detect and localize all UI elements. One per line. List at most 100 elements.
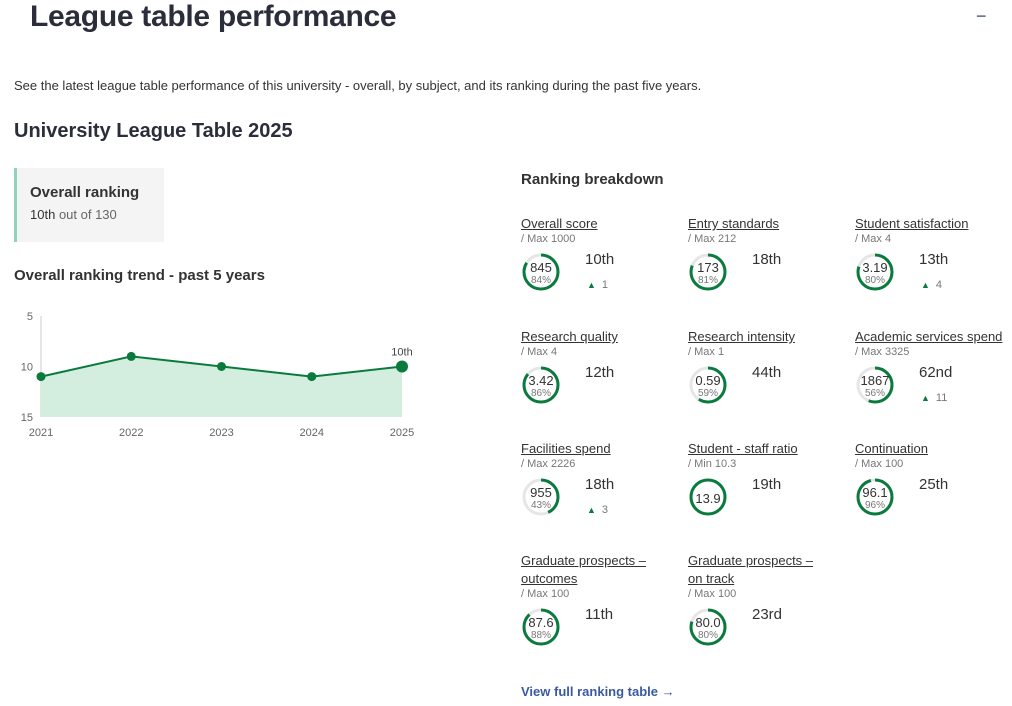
metric-name[interactable]: Facilities spend bbox=[521, 441, 611, 456]
metric-card: Student satisfaction / Max 4 3.19 80% 13… bbox=[855, 215, 1012, 291]
gauge-ring bbox=[856, 366, 894, 404]
overall-rank: 10th bbox=[30, 207, 56, 222]
data-point bbox=[396, 360, 408, 373]
metric-card: Facilities spend / Max 2226 955 43% 18th… bbox=[521, 440, 681, 516]
gauge-ring bbox=[689, 608, 727, 646]
metric-card: Overall score / Max 1000 845 84% 10th ▲ 1 bbox=[521, 215, 681, 291]
ranking-trend-chart: 5 10 15 2021 2022 2023 2024 2025 10th bbox=[21, 311, 414, 439]
metric-percent: 43% bbox=[530, 500, 551, 511]
metric-percent: 81% bbox=[697, 275, 718, 286]
metric-value: 0.59 bbox=[695, 373, 721, 388]
gauge-ring bbox=[522, 366, 560, 404]
data-point bbox=[36, 372, 46, 382]
score-gauge: 173 81% bbox=[688, 252, 728, 292]
gauge-ring bbox=[522, 253, 560, 291]
metric-name[interactable]: Student - staff ratio bbox=[688, 441, 798, 456]
metric-max: / Max 100 bbox=[521, 588, 570, 600]
metric-value: 955 bbox=[530, 485, 552, 500]
metric-name[interactable]: Research quality bbox=[521, 329, 618, 344]
score-gauge: 87.6 88% bbox=[521, 607, 561, 647]
rank-change-value: 1 bbox=[601, 279, 609, 291]
metric-rank: 19th bbox=[752, 476, 782, 493]
metric-percent: 56% bbox=[864, 388, 885, 399]
rank-change: ▲ 11 bbox=[921, 392, 947, 404]
metric-name[interactable]: Entry standards bbox=[688, 216, 780, 231]
metric-value: 845 bbox=[530, 260, 552, 275]
rank-change-value: 4 bbox=[935, 279, 943, 291]
metric-value: 3.19 bbox=[862, 260, 888, 275]
metric-value: 96.1 bbox=[862, 485, 888, 500]
metric-name[interactable]: Student satisfaction bbox=[855, 216, 969, 231]
rank-change-value: 11 bbox=[935, 392, 948, 404]
metric-value: 13.9 bbox=[695, 491, 721, 506]
metric-value: 1867 bbox=[860, 373, 890, 388]
gauge-ring bbox=[522, 478, 560, 516]
metric-card: Academic services spend / Max 3325 1867 … bbox=[855, 328, 1012, 404]
page-title: League table performance bbox=[30, 0, 397, 33]
intro-text: See the latest league table performance … bbox=[14, 78, 702, 93]
metric-value: 80.0 bbox=[695, 615, 721, 630]
x-tick-label: 2025 bbox=[390, 427, 414, 439]
y-tick-label: 5 bbox=[27, 311, 33, 323]
score-gauge: 3.42 86% bbox=[521, 365, 561, 405]
metric-value: 173 bbox=[697, 260, 719, 275]
metric-rank: 18th bbox=[585, 476, 615, 493]
score-gauge: 845 84% bbox=[521, 252, 561, 292]
rank-change-value: 3 bbox=[601, 504, 609, 516]
score-gauge: 3.19 80% bbox=[855, 252, 895, 292]
metric-max: / Max 4 bbox=[855, 233, 892, 245]
trend-title: Overall ranking trend - past 5 years bbox=[14, 267, 265, 284]
arrow-up-icon: ▲ bbox=[587, 280, 596, 290]
x-tick-label: 2021 bbox=[29, 427, 53, 439]
metric-card: Graduate prospects – on track / Max 100 … bbox=[688, 552, 848, 646]
area-fill bbox=[41, 356, 402, 417]
metric-name[interactable]: Graduate prospects – on track bbox=[688, 553, 814, 586]
score-gauge: 80.0 80% bbox=[688, 607, 728, 647]
gauge-ring bbox=[689, 478, 727, 516]
metric-percent: 86% bbox=[530, 388, 551, 399]
score-gauge: 1867 56% bbox=[855, 365, 895, 405]
score-gauge: 13.9 bbox=[688, 477, 728, 517]
minus-icon[interactable]: − bbox=[976, 6, 987, 26]
overall-ranking-box: Overall ranking 10th out of 130 bbox=[14, 168, 164, 242]
metric-name[interactable]: Overall score bbox=[521, 216, 598, 231]
metric-rank: 25th bbox=[919, 476, 949, 493]
annotation-label: 10th bbox=[391, 347, 412, 359]
metric-rank: 62nd bbox=[919, 364, 953, 381]
overall-ranking-label: Overall ranking bbox=[30, 184, 140, 201]
metric-name[interactable]: Academic services spend bbox=[855, 329, 1003, 344]
metric-percent: 84% bbox=[530, 275, 551, 286]
x-tick-label: 2023 bbox=[209, 427, 233, 439]
metric-rank: 13th bbox=[919, 251, 949, 268]
metric-max: / Max 1 bbox=[688, 346, 725, 358]
metric-card: Continuation / Max 100 96.1 96% 25th bbox=[855, 440, 1012, 516]
view-full-ranking-link[interactable]: View full ranking table → bbox=[521, 684, 675, 699]
score-gauge: 96.1 96% bbox=[855, 477, 895, 517]
gauge-ring bbox=[856, 253, 894, 291]
metric-percent: 80% bbox=[697, 630, 718, 641]
metric-percent: 88% bbox=[530, 630, 551, 641]
x-tick-label: 2024 bbox=[300, 427, 324, 439]
metric-card: Student - staff ratio / Min 10.3 13.9 19… bbox=[688, 440, 848, 516]
data-point bbox=[126, 351, 136, 361]
metric-name[interactable]: Graduate prospects – outcomes bbox=[521, 553, 647, 586]
breakdown-title: Ranking breakdown bbox=[521, 171, 664, 188]
metric-max: / Max 100 bbox=[688, 588, 737, 600]
arrow-up-icon: ▲ bbox=[921, 393, 930, 403]
rank-change: ▲ 4 bbox=[921, 279, 942, 291]
metric-name[interactable]: Continuation bbox=[855, 441, 928, 456]
metric-card: Research quality / Max 4 3.42 86% 12th bbox=[521, 328, 681, 404]
score-gauge: 955 43% bbox=[521, 477, 561, 517]
metric-name[interactable]: Research intensity bbox=[688, 329, 795, 344]
metric-max: / Min 10.3 bbox=[688, 458, 737, 470]
metric-max: / Max 212 bbox=[688, 233, 737, 245]
metric-card: Graduate prospects – outcomes / Max 100 … bbox=[521, 552, 681, 646]
metric-max: / Max 1000 bbox=[521, 233, 576, 245]
metric-value: 3.42 bbox=[528, 373, 554, 388]
metric-percent: 80% bbox=[864, 275, 885, 286]
metric-rank: 23rd bbox=[752, 606, 783, 623]
gauge-ring bbox=[689, 366, 727, 404]
score-gauge: 0.59 59% bbox=[688, 365, 728, 405]
metric-rank: 44th bbox=[752, 364, 782, 381]
data-point bbox=[217, 362, 226, 371]
